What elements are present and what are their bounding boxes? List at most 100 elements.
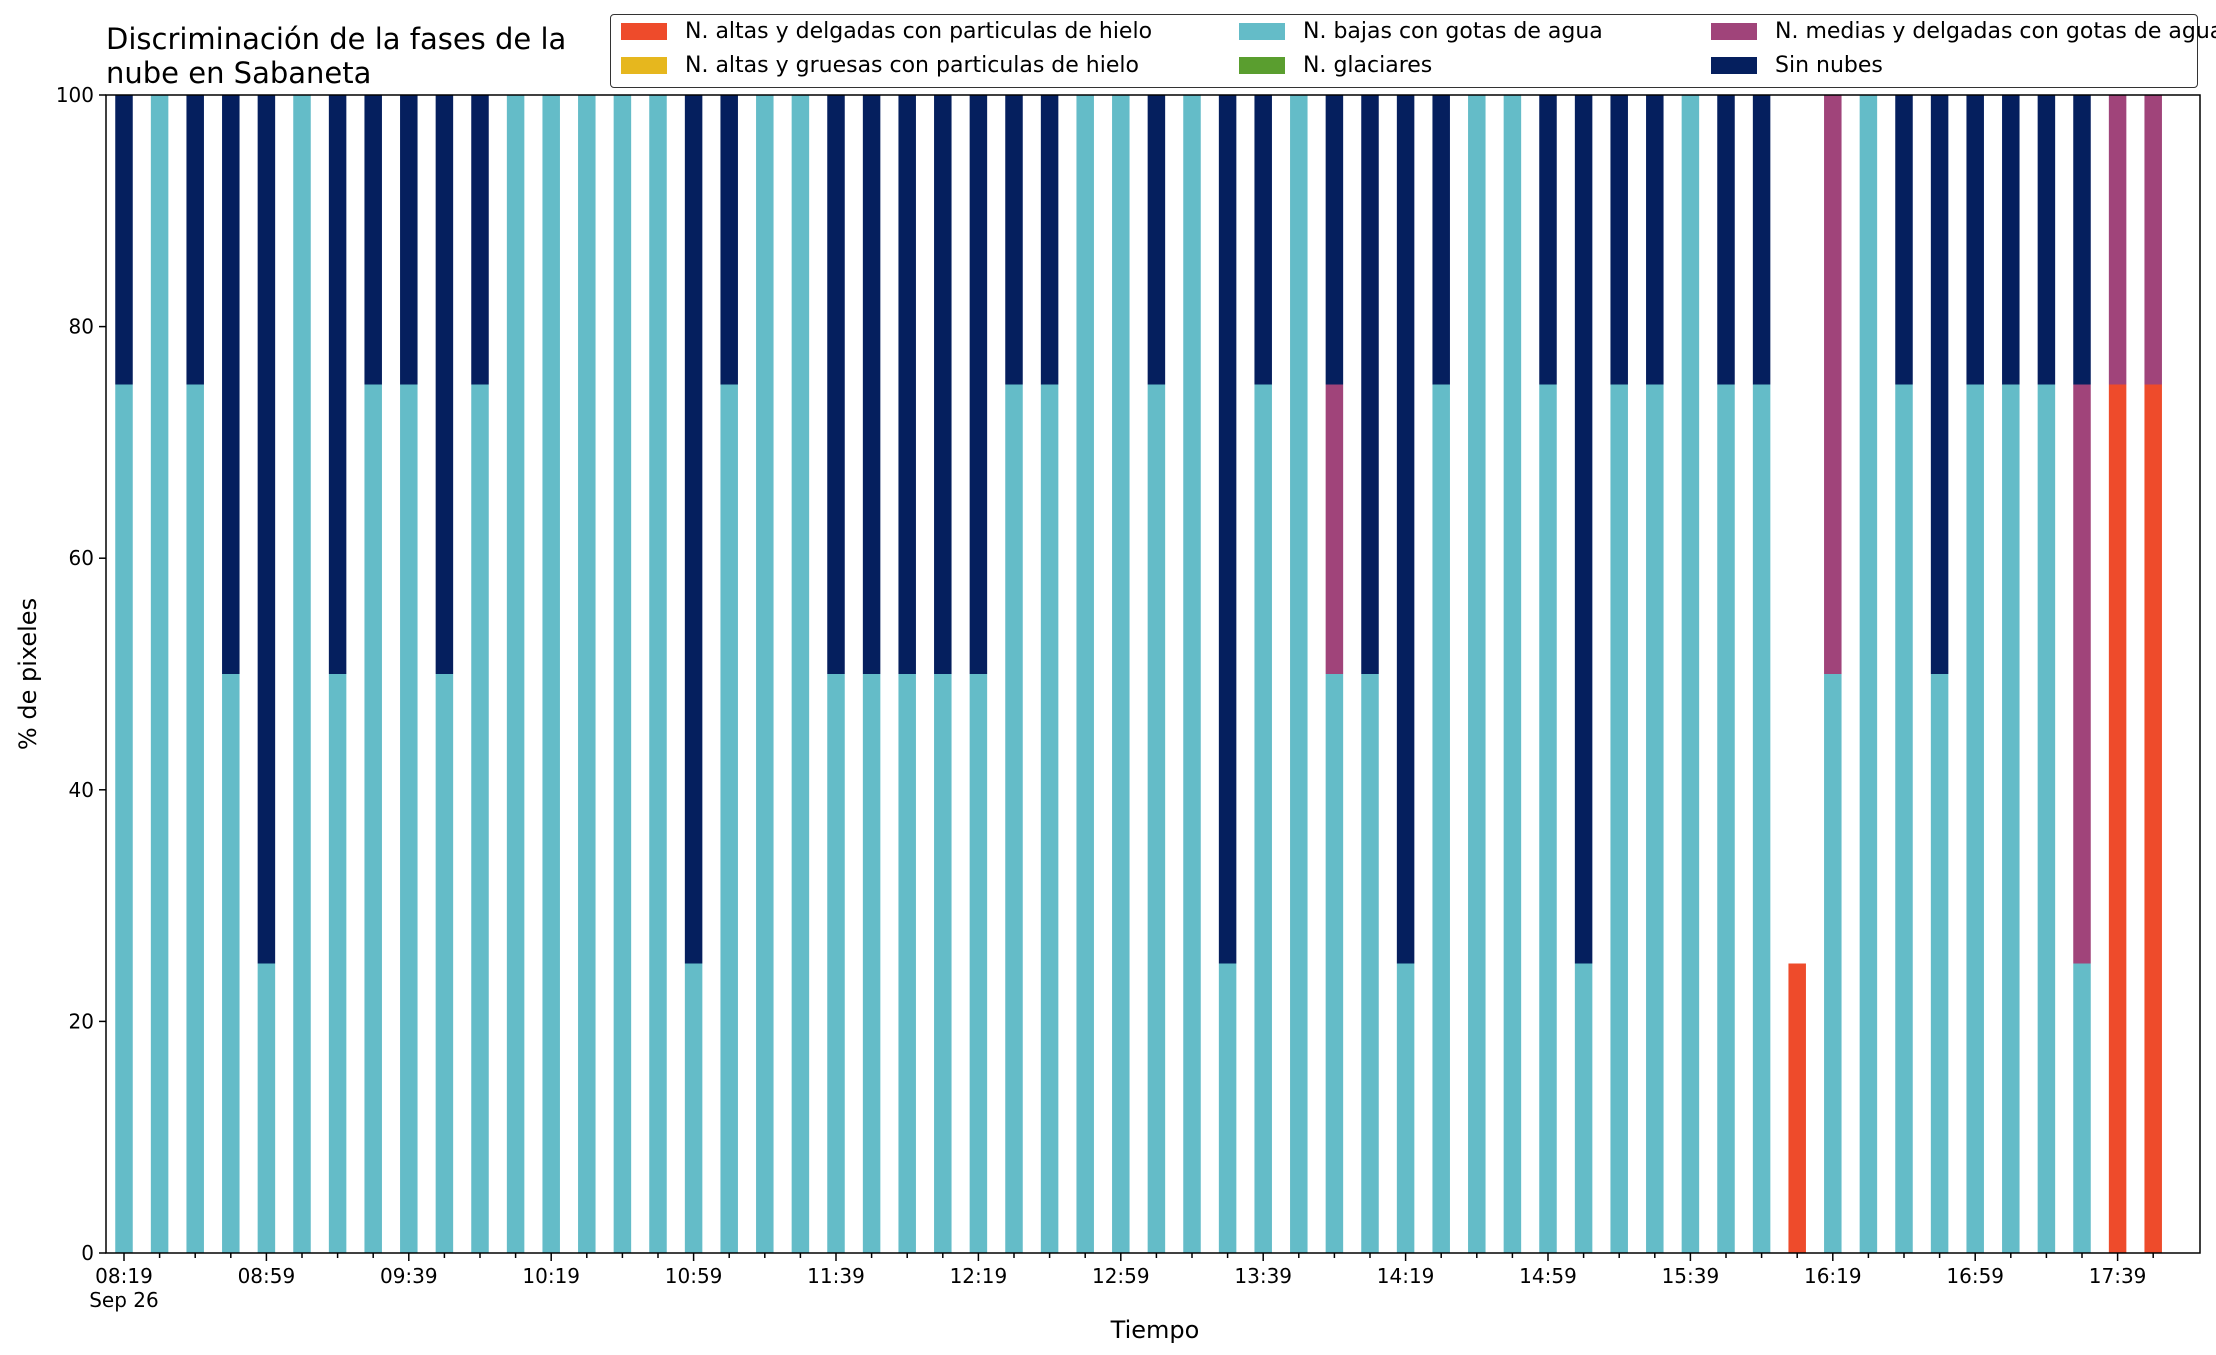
- bar-segment: [257, 95, 276, 964]
- y-tick-label: 80: [69, 315, 94, 339]
- bar-segment: [827, 674, 845, 1253]
- bar-segment: [1610, 95, 1628, 385]
- bar-segment: [969, 95, 988, 674]
- bar-segment: [2037, 384, 2056, 1253]
- bar-segment: [1539, 95, 1557, 385]
- y-tick-label: 100: [56, 83, 94, 107]
- bar-segment: [720, 95, 738, 385]
- bar-segment: [328, 95, 347, 674]
- bar-segment: [435, 95, 454, 674]
- plot-frame: [105, 94, 2201, 1254]
- x-tick-label: 16:19: [1804, 1264, 1862, 1288]
- bar-segment: [1895, 95, 1913, 385]
- legend-swatch: [1711, 57, 1757, 74]
- bar-segment: [1076, 95, 1094, 1253]
- x-tick-label: 16:59: [1946, 1264, 2004, 1288]
- x-tick-label: 17:39: [2089, 1264, 2147, 1288]
- bar-segment: [1752, 384, 1771, 1253]
- legend-item: N. medias y delgadas con gotas de agua: [1711, 19, 2216, 44]
- x-tick-label: 12:19: [950, 1264, 1008, 1288]
- bar-segment: [257, 963, 276, 1253]
- bar-segment: [1290, 95, 1308, 1253]
- bar-segment: [400, 384, 418, 1253]
- y-tick-label: 40: [69, 778, 94, 802]
- bar-segment: [1574, 95, 1593, 964]
- legend-swatch: [1239, 57, 1285, 74]
- bar-segment: [684, 963, 703, 1253]
- legend-label: N. medias y delgadas con gotas de agua: [1775, 19, 2216, 44]
- bar-segment: [1646, 384, 1664, 1253]
- bar-segment: [471, 384, 489, 1253]
- y-tick-label: 0: [81, 1241, 94, 1265]
- y-axis-label: % de pixeles: [14, 598, 42, 750]
- legend-swatch: [621, 23, 667, 40]
- bar-segment: [435, 674, 454, 1253]
- bar-segment: [1503, 95, 1522, 1253]
- bar-segment: [1681, 95, 1700, 1253]
- chart-title-line: nube en Sabaneta: [106, 56, 372, 90]
- bar-segment: [186, 95, 204, 385]
- legend-item: N. bajas con gotas de agua: [1239, 19, 1603, 44]
- bar-segment: [364, 95, 382, 385]
- bar-segment: [720, 384, 738, 1253]
- x-axis-label: Tiempo: [1110, 1316, 1200, 1344]
- bar-segment: [1147, 384, 1166, 1253]
- bar-segment: [1147, 95, 1166, 385]
- bar-segment: [827, 95, 845, 674]
- bar-segment: [2037, 95, 2056, 385]
- bar-segment: [2073, 384, 2091, 964]
- bar-segment: [1824, 95, 1842, 674]
- bar-segment: [1717, 95, 1735, 385]
- y-tick-label: 60: [69, 546, 94, 570]
- bar-segment: [1468, 95, 1486, 1253]
- x-tick-label: 08:59: [238, 1264, 296, 1288]
- bar-segment: [756, 95, 774, 1253]
- legend-item: N. glaciares: [1239, 53, 1432, 78]
- x-tick-sublabel: Sep 26: [89, 1288, 159, 1312]
- bar-segment: [186, 384, 204, 1253]
- bar-segment: [898, 95, 916, 674]
- bar-segment: [2108, 384, 2127, 1253]
- chart-title-line: Discriminación de la fases de la: [106, 22, 567, 56]
- legend-label: Sin nubes: [1775, 53, 1883, 78]
- bar-segment: [1859, 95, 1878, 1253]
- bar-segment: [150, 95, 169, 1253]
- bar-segment: [1112, 95, 1130, 1253]
- legend-item: Sin nubes: [1711, 53, 1883, 78]
- bar-segment: [364, 384, 382, 1253]
- x-tick-label: 14:59: [1519, 1264, 1577, 1288]
- legend-label: N. bajas con gotas de agua: [1303, 19, 1603, 44]
- bar-segment: [862, 95, 881, 674]
- bar-segment: [1432, 384, 1450, 1253]
- bar-segment: [2144, 384, 2162, 1253]
- bar-segment: [898, 674, 916, 1253]
- x-tick-label: 08:19: [95, 1264, 153, 1288]
- bar-segment: [1005, 95, 1023, 385]
- legend-label: N. glaciares: [1303, 53, 1433, 78]
- bar-segment: [862, 674, 881, 1253]
- bar-segment: [115, 384, 133, 1253]
- x-tick-label: 10:19: [522, 1264, 580, 1288]
- bar-segment: [1788, 963, 1806, 1253]
- bar-segment: [400, 95, 418, 385]
- bar-segment: [1895, 384, 1913, 1253]
- bar-segment: [1930, 95, 1949, 674]
- bar-segment: [1325, 674, 1344, 1253]
- bar-segment: [1254, 384, 1272, 1253]
- bar-segment: [1717, 384, 1735, 1253]
- bar-segment: [471, 95, 489, 385]
- bar-segment: [1966, 384, 1984, 1253]
- bar-segment: [649, 95, 667, 1253]
- legend-swatch: [1711, 23, 1757, 40]
- x-tick-label: 10:59: [665, 1264, 723, 1288]
- bar-segment: [1218, 963, 1237, 1253]
- legend-label: N. altas y gruesas con particulas de hie…: [685, 53, 1139, 78]
- bar-segment: [2002, 384, 2020, 1253]
- bar-segment: [1040, 95, 1059, 385]
- bar-segment: [2002, 95, 2020, 385]
- legend-swatch: [621, 57, 667, 74]
- bar-segment: [969, 674, 988, 1253]
- bar-segment: [1361, 674, 1379, 1253]
- x-tick-label: 11:39: [807, 1264, 865, 1288]
